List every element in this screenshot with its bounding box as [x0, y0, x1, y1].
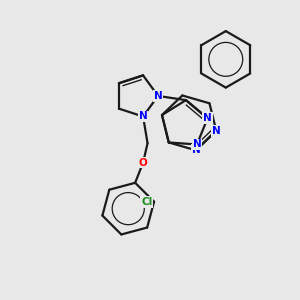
Text: N: N [203, 113, 212, 123]
Text: N: N [154, 91, 162, 101]
Text: N: N [193, 140, 201, 149]
Text: O: O [139, 158, 148, 168]
Text: N: N [212, 126, 220, 136]
Text: N: N [191, 145, 200, 155]
Text: N: N [203, 113, 212, 123]
Text: Cl: Cl [141, 197, 152, 207]
Text: N: N [139, 112, 148, 122]
Text: N: N [193, 140, 201, 149]
